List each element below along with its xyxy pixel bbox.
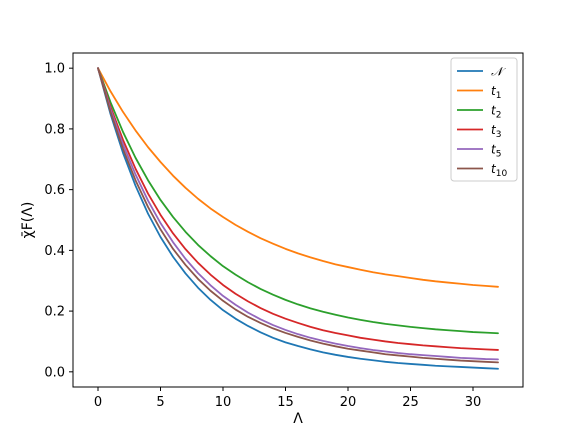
y-tick-label: 0.0 bbox=[44, 365, 65, 380]
legend-label: t1 bbox=[491, 84, 501, 101]
x-tick-label: 25 bbox=[402, 395, 419, 410]
x-tick-label: 0 bbox=[94, 395, 102, 410]
legend-label: 𝒩 bbox=[491, 65, 506, 79]
series-line-t2 bbox=[97, 67, 499, 335]
axes-frame bbox=[72, 52, 524, 388]
series-line-t10 bbox=[97, 67, 499, 364]
x-tick-label: 15 bbox=[277, 395, 294, 410]
legend-box bbox=[450, 57, 518, 182]
series-layer bbox=[97, 67, 499, 370]
y-tick-label: 1.0 bbox=[44, 62, 65, 77]
series-line-t3 bbox=[97, 67, 499, 351]
tick-layer: 0 5 10 15 20 25 30 0.0 0.2 0.4 0.6 0.8 1.0 bbox=[44, 62, 481, 410]
legend: 𝒩t1 t2 t3 t5 t10 bbox=[450, 57, 518, 182]
y-tick-label: 0.2 bbox=[44, 305, 65, 320]
x-tick-label: 30 bbox=[465, 395, 482, 410]
x-tick-label: 5 bbox=[156, 395, 164, 410]
y-axis-label: χ̄F(Λ) bbox=[20, 202, 36, 239]
y-tick-label: 0.8 bbox=[44, 122, 65, 137]
x-tick-label: 10 bbox=[215, 395, 232, 410]
legend-label: t2 bbox=[491, 104, 501, 121]
legend-label: t10 bbox=[491, 162, 507, 179]
series-line- bbox=[97, 67, 499, 370]
y-tick-label: 0.6 bbox=[44, 183, 65, 198]
legend-label: t3 bbox=[491, 123, 501, 140]
y-tick-label: 0.4 bbox=[44, 244, 65, 259]
legend-label: t5 bbox=[491, 143, 501, 160]
series-line-t5 bbox=[97, 67, 499, 361]
x-axis-label: Λ bbox=[293, 411, 303, 427]
series-line-t1 bbox=[97, 67, 499, 288]
x-tick-label: 20 bbox=[340, 395, 357, 410]
